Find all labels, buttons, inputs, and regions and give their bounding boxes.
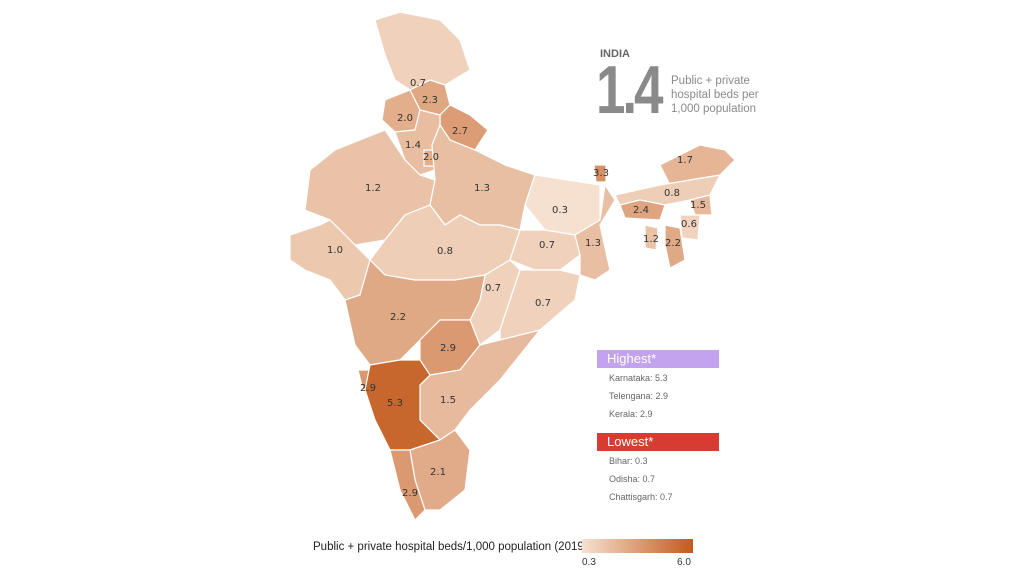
- state-value-label: 1.2: [643, 234, 659, 245]
- lowest-item: Odisha: 0.7: [609, 474, 656, 484]
- state-region: [574, 183, 616, 281]
- state-value-label: 1.5: [440, 395, 456, 406]
- state-value-label: 0.7: [535, 298, 551, 309]
- state-value-label: 2.2: [390, 312, 406, 323]
- state-value-label: 2.9: [402, 488, 418, 499]
- state-value-label: 0.7: [485, 283, 501, 294]
- state-region: [593, 164, 607, 183]
- state-value-label: 2.0: [423, 152, 439, 163]
- highest-item: Karnataka: 5.3: [609, 373, 668, 383]
- state-region: [509, 229, 581, 271]
- state-value-label: 0.7: [539, 240, 555, 251]
- state-region: [679, 214, 701, 241]
- highest-item: Telengana: 2.9: [609, 391, 669, 401]
- state-value-label: 2.0: [397, 113, 413, 124]
- state-value-label: 0.8: [664, 188, 680, 199]
- legend-max: 6.0: [677, 557, 691, 568]
- state-value-label: 1.5: [690, 200, 706, 211]
- highest-item: Kerala: 2.9: [609, 409, 653, 419]
- state-value-label: 2.9: [440, 343, 456, 354]
- state-region: [644, 224, 659, 251]
- state-value-label: 2.7: [452, 126, 468, 137]
- lowest-item: Chattisgarh: 0.7: [609, 492, 673, 502]
- state-region: [664, 224, 686, 269]
- state-region: [619, 199, 666, 221]
- color-scale-bar: [582, 539, 693, 553]
- state-value-label: 0.7: [410, 78, 426, 89]
- country-title: INDIA: [600, 48, 630, 60]
- state-region: [364, 359, 442, 451]
- legend-min: 0.3: [582, 557, 596, 568]
- state-region: [499, 269, 581, 341]
- state-value-label: 0.8: [437, 246, 453, 257]
- state-value-label: 5.3: [387, 398, 403, 409]
- state-region: [389, 449, 426, 522]
- state-value-label: 2.2: [665, 238, 681, 249]
- state-value-label: 0.6: [681, 219, 697, 230]
- state-value-label: 1.7: [677, 155, 693, 166]
- state-value-label: 1.4: [405, 140, 421, 151]
- state-value-label: 1.2: [365, 183, 381, 194]
- state-region: [689, 194, 713, 216]
- state-value-label: 2.1: [430, 467, 446, 478]
- national-value-description: Public + private hospital beds per 1,000…: [671, 75, 759, 115]
- highest-header: Highest*: [597, 350, 719, 368]
- state-value-label: 1.3: [585, 238, 601, 249]
- lowest-item: Bihar: 0.3: [609, 456, 648, 466]
- national-value: 1.4: [596, 52, 663, 128]
- state-value-label: 0.3: [552, 205, 568, 216]
- state-value-label: 3.3: [593, 168, 609, 179]
- state-value-label: 2.3: [422, 95, 438, 106]
- state-value-label: 2.9: [360, 383, 376, 394]
- state-value-label: 2.4: [633, 205, 649, 216]
- state-region: [429, 123, 536, 231]
- legend-title: Public + private hospital beds/1,000 pop…: [313, 541, 588, 553]
- state-value-label: 1.0: [327, 245, 343, 256]
- lowest-header: Lowest*: [597, 433, 719, 451]
- state-value-label: 1.3: [474, 183, 490, 194]
